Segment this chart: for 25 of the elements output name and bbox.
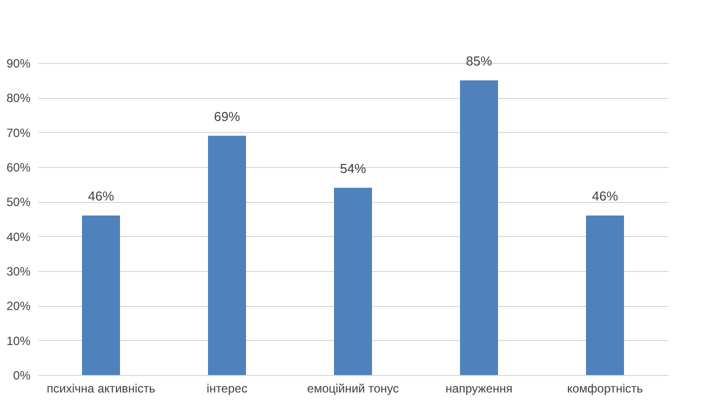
- bar: [586, 216, 624, 375]
- y-tick-label: 0%: [13, 368, 31, 382]
- y-tick-label: 30%: [6, 264, 31, 278]
- x-tick-label: психічна активність: [46, 382, 156, 396]
- y-tick-label: 80%: [6, 91, 31, 106]
- x-tick-label: емоційний тонус: [307, 382, 399, 396]
- data-label: 46%: [88, 188, 114, 204]
- data-label: 69%: [214, 108, 240, 124]
- data-label: 85%: [466, 53, 492, 68]
- y-tick-label: 10%: [6, 334, 31, 348]
- y-tick-label: 20%: [6, 299, 31, 314]
- bar: [334, 188, 372, 375]
- x-tick-label: напруження: [446, 382, 512, 396]
- bar: [208, 136, 246, 375]
- y-tick-label: 50%: [6, 195, 31, 210]
- data-label: 54%: [340, 160, 366, 176]
- bar: [460, 80, 498, 375]
- y-tick-label: 60%: [6, 160, 31, 174]
- bar: [82, 216, 120, 375]
- data-label: 46%: [592, 188, 618, 204]
- y-tick-label: 70%: [6, 126, 31, 140]
- y-tick-label: 40%: [6, 230, 31, 244]
- x-tick-label: інтерес: [206, 382, 248, 396]
- x-tick-label: комфортність: [567, 382, 643, 396]
- y-tick-label: 90%: [6, 56, 31, 70]
